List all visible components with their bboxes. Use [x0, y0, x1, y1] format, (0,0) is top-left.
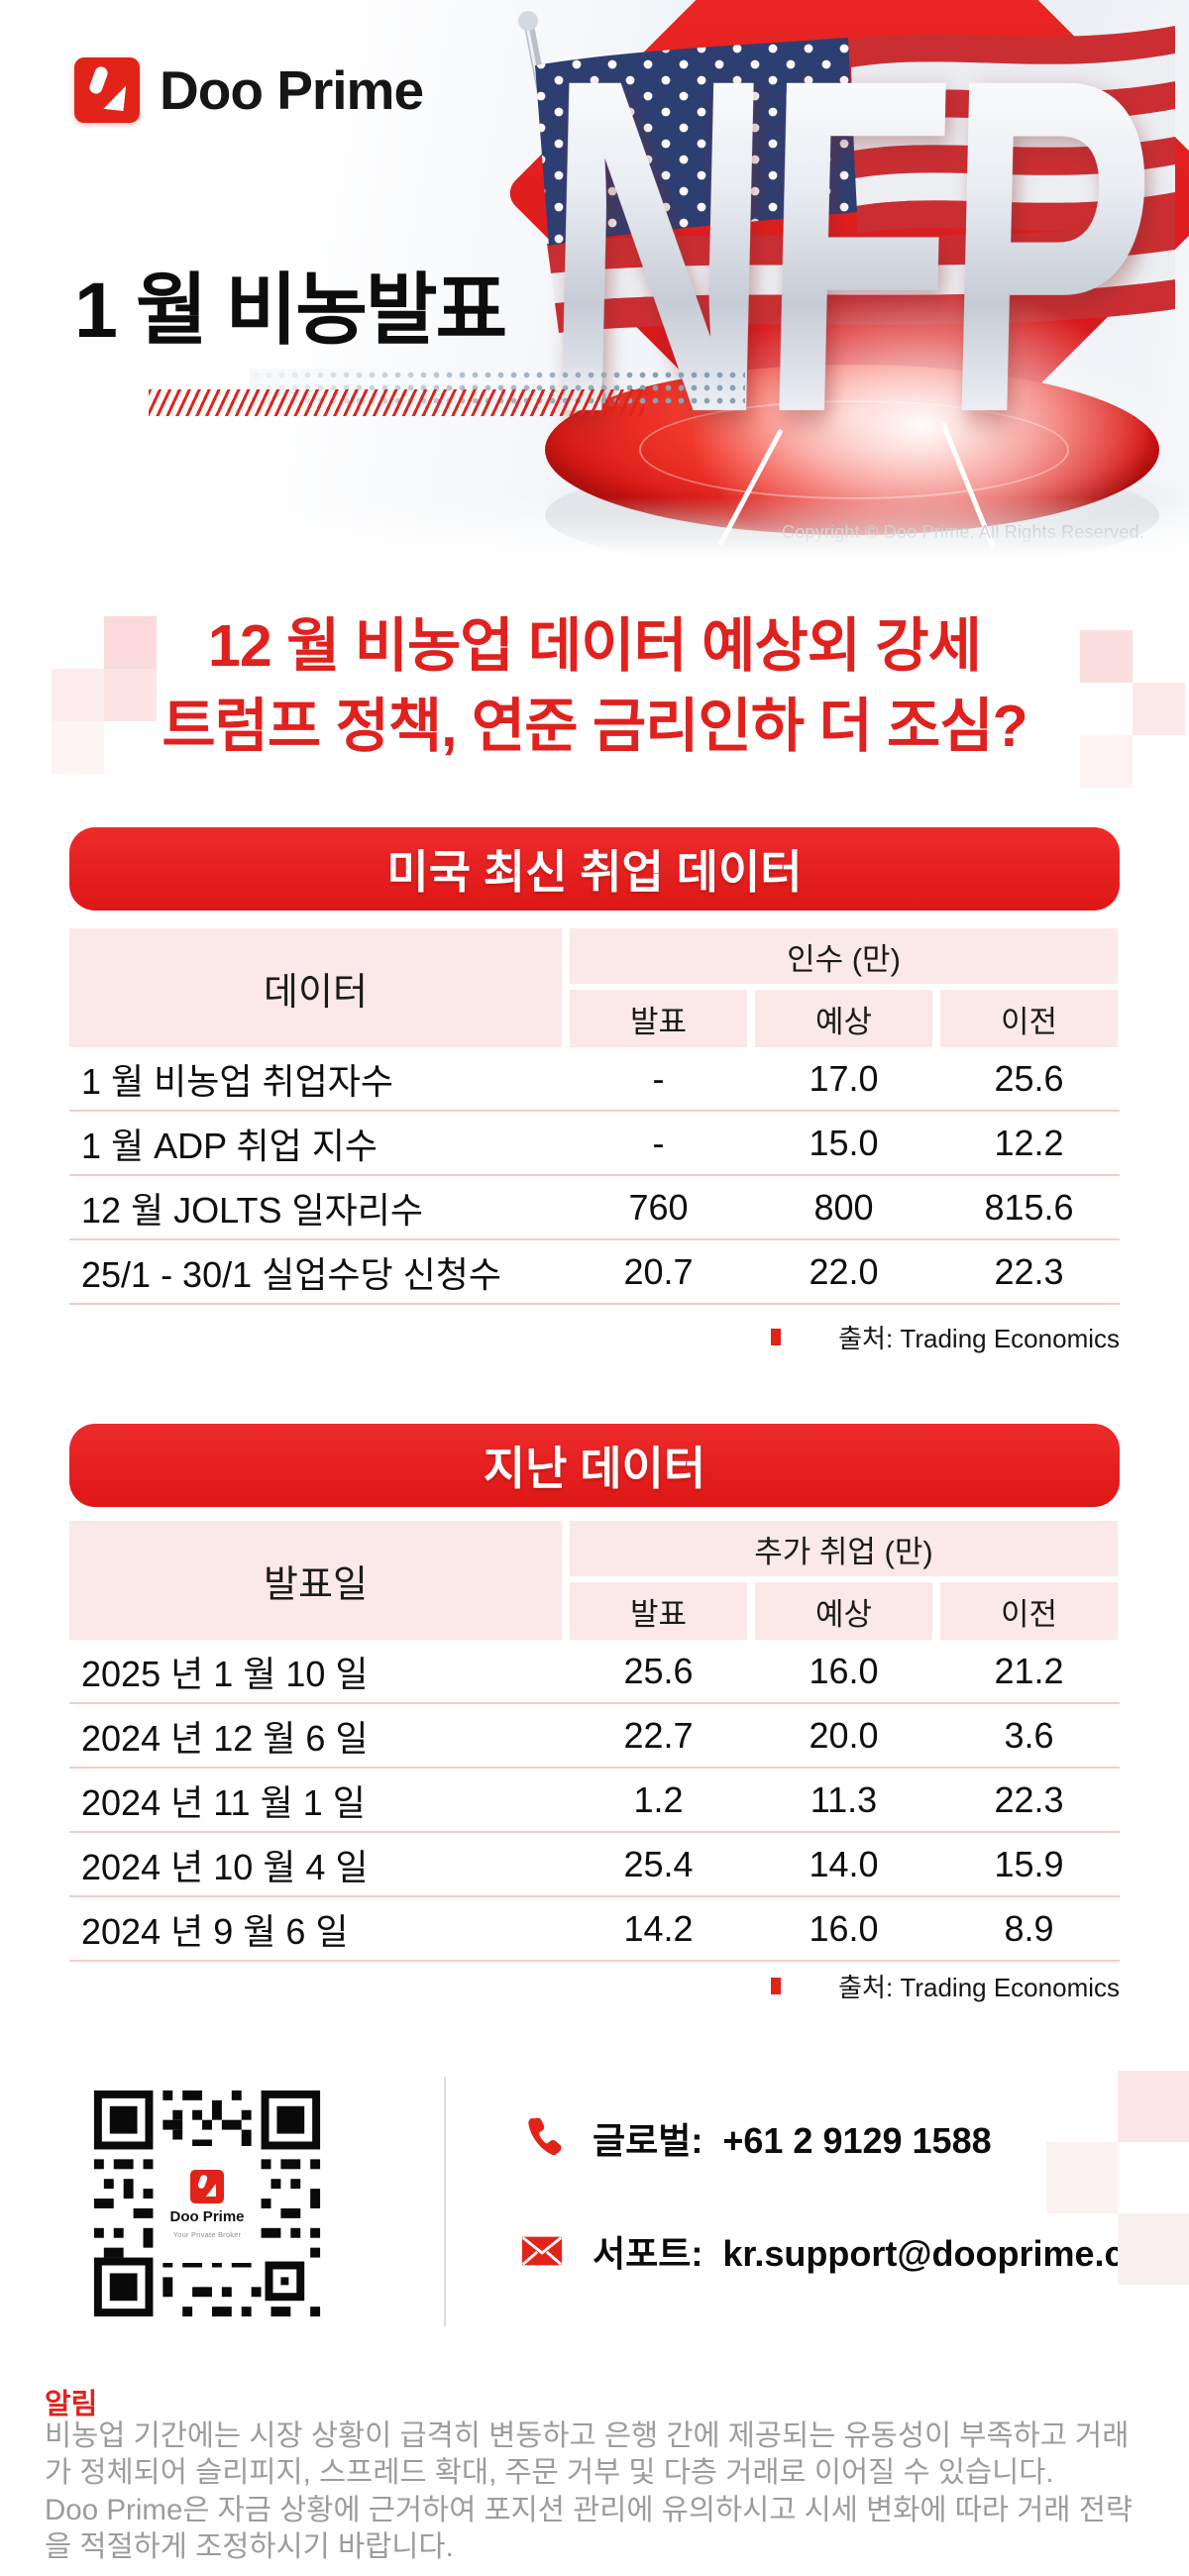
- latest-employment-table: 데이터 인수 (만) 발표 예상 이전 1 월 비농업 취업자수 - 17.0 …: [69, 928, 1120, 1305]
- contact-phone-text: 글로벌: +61 2 9129 1588: [593, 2112, 992, 2164]
- source-bullet-icon: [771, 1329, 782, 1345]
- table-row: 12 월 JOLTS 일자리수 760 800 815.6: [69, 1176, 1120, 1240]
- headline-line-1: 12 월 비농업 데이터 예상외 강세: [208, 613, 982, 679]
- col-header-release-date: 발표일: [69, 1521, 562, 1640]
- table-row: 2024 년 12 월 6 일 22.7 20.0 3.6: [69, 1704, 1120, 1769]
- contact-email-row: 서포트: kr.support@dooprime.com: [519, 2225, 1178, 2277]
- source-attribution: 출처: Trading Economics: [771, 1319, 1120, 1355]
- contact-email-text: 서포트: kr.support@dooprime.com: [593, 2225, 1178, 2277]
- col-header-previous: 이전: [940, 1582, 1118, 1640]
- notice-body: 비농업 기간에는 시장 상황이 급격히 변동하고 은행 간에 제공되는 유동성이…: [45, 2417, 1154, 2566]
- source-attribution: 출처: Trading Economics: [771, 1968, 1120, 2004]
- copyright-text: Copyright © Doo Prime. All Rights Reserv…: [782, 522, 1144, 542]
- notice-title: 알림: [45, 2389, 98, 2420]
- table-row: 2024 년 10 월 4 일 25.4 14.0 15.9: [69, 1833, 1120, 1897]
- us-flag-graphic: [518, 11, 1175, 467]
- col-group-header: 추가 취업 (만): [570, 1521, 1118, 1576]
- table-row: 2024 년 11 월 1 일 1.2 11.3 22.3: [69, 1769, 1120, 1833]
- flagpole-finial: [518, 11, 538, 31]
- section-bar-past-data: 지난 데이터: [69, 1424, 1120, 1507]
- qr-brand-name: Doo Prime: [169, 2208, 245, 2225]
- checker-decor-right: [1080, 630, 1189, 789]
- table-header: 발표일 추가 취업 (만) 발표 예상 이전: [69, 1521, 1120, 1640]
- source-text: 출처: Trading Economics: [838, 1324, 1120, 1353]
- qr-code: Doo Prime Your Private Broker: [84, 2081, 330, 2326]
- headline: 12 월 비농업 데이터 예상외 강세 트럼프 정책, 연준 금리인하 더 조심…: [0, 606, 1189, 768]
- checker-decor-contact: [1046, 2071, 1189, 2289]
- past-data-table: 발표일 추가 취업 (만) 발표 예상 이전 2025 년 1 월 10 일 2…: [69, 1521, 1120, 1962]
- envelope-icon: [521, 2236, 563, 2266]
- email-address: kr.support@dooprime.com: [722, 2233, 1178, 2274]
- doo-prime-logo-icon: [74, 57, 140, 123]
- table-header: 데이터 인수 (만) 발표 예상 이전: [69, 928, 1120, 1047]
- col-group-header: 인수 (만): [570, 928, 1118, 984]
- doo-prime-logo-icon: [190, 2170, 224, 2203]
- phone-label: 글로벌:: [593, 2120, 703, 2161]
- notice-paragraph-1: 비농업 기간에는 시장 상황이 급격히 변동하고 은행 간에 제공되는 유동성이…: [45, 2419, 1130, 2490]
- source-bullet-icon: [771, 1978, 782, 1994]
- col-header-forecast: 예상: [755, 1582, 932, 1640]
- hero-section: NFP Doo Prime 1 월 비농발표 Copyright © Doo P…: [0, 0, 1189, 557]
- phone-icon: [528, 2117, 562, 2155]
- page-title: 1 월 비농발표: [74, 266, 507, 354]
- qr-center-label: Doo Prime Your Private Broker: [160, 2146, 255, 2263]
- col-header-actual: 발표: [570, 1582, 747, 1640]
- table-row: 1 월 ADP 취업 지수 - 15.0 12.2: [69, 1112, 1120, 1176]
- col-header-previous: 이전: [940, 990, 1118, 1047]
- doo-prime-logo: Doo Prime: [74, 57, 424, 123]
- table-row: 2025 년 1 월 10 일 25.6 16.0 21.2: [69, 1640, 1120, 1704]
- source-text: 출처: Trading Economics: [838, 1973, 1120, 2002]
- contact-phone-row: 글로벌: +61 2 9129 1588: [519, 2112, 992, 2164]
- phone-number: +61 2 9129 1588: [722, 2120, 992, 2161]
- table-row: 2024 년 9 월 6 일 14.2 16.0 8.9: [69, 1897, 1120, 1962]
- headline-line-2: 트럼프 정책, 연준 금리인하 더 조심?: [162, 694, 1027, 760]
- col-header-actual: 발표: [570, 990, 747, 1047]
- checker-decor-left: [35, 616, 213, 775]
- table-row: 1 월 비농업 취업자수 - 17.0 25.6: [69, 1047, 1120, 1112]
- hatch-stripe-decor: [149, 389, 644, 416]
- vertical-divider: [444, 2077, 446, 2326]
- col-header-forecast: 예상: [755, 990, 932, 1047]
- qr-code-graphic: [84, 2081, 330, 2326]
- table-row: 25/1 - 30/1 실업수당 신청수 20.7 22.0 22.3: [69, 1240, 1120, 1305]
- notice-paragraph-2: Doo Prime은 자금 상황에 근거하여 포지션 관리에 유의하시고 시세 …: [45, 2493, 1133, 2564]
- nfp-hero-graphic: NFP: [476, 0, 1189, 557]
- col-header-data: 데이터: [69, 928, 562, 1047]
- email-label: 서포트:: [593, 2233, 703, 2274]
- qr-brand-tagline: Your Private Broker: [172, 2230, 242, 2239]
- doo-prime-logo-text: Doo Prime: [160, 59, 424, 121]
- section-bar-latest-employment: 미국 최신 취업 데이터: [69, 827, 1120, 911]
